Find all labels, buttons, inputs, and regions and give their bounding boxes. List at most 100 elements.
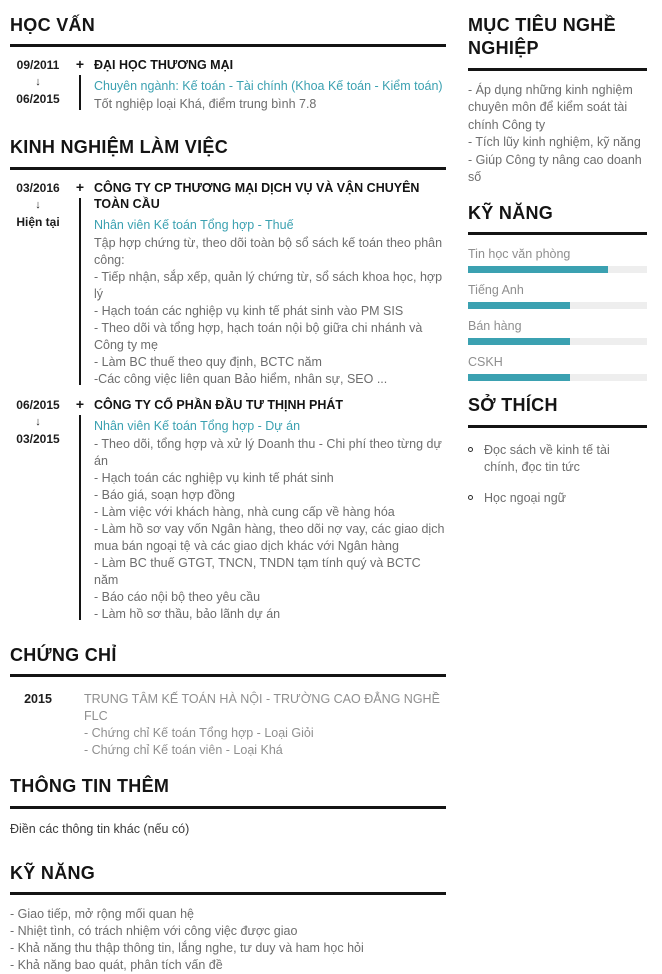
duty-line: - Hạch toán các nghiệp vụ kinh tế phát s…	[94, 470, 334, 485]
skill-bar-track	[468, 374, 647, 382]
skills-section-title: KỸ NĂNG	[468, 202, 647, 236]
circle-bullet-icon	[468, 494, 473, 500]
objective-section-title: MỤC TIÊU NGHỀ NGHIỆP	[468, 14, 647, 71]
skill-bar-fill	[468, 338, 571, 346]
certificate-entry: 2015 TRUNG TÂM KẾ TOÁN HÀ NỘI - TRƯỜNG C…	[10, 691, 446, 759]
education-major: Chuyên ngành: Kế toán - Tài chính (Khoa …	[94, 79, 443, 94]
experience-1-role: Nhân viên Kế toán Tổng hợp - Thuế	[94, 217, 294, 232]
timeline-marker: +	[66, 395, 94, 623]
skill-bar-track	[468, 266, 647, 274]
experience-entry-2: 06/2015 ↓ 03/2015 + CÔNG TY CỔ PHẦN ĐẦU …	[10, 395, 446, 623]
soft-skill-line: - Khả năng thu thập thông tin, lắng nghe…	[10, 940, 364, 955]
certificate-body: TRUNG TÂM KẾ TOÁN HÀ NỘI - TRƯỜNG CAO ĐẲ…	[84, 691, 446, 759]
plus-marker-icon: +	[75, 56, 85, 73]
skill-label: CSKH	[468, 355, 503, 370]
certificate-line: - Chứng chỉ Kế toán viên - Loại Khá	[84, 743, 283, 758]
plus-marker-icon: +	[75, 395, 85, 412]
duty-line: - Làm việc với khách hàng, nhà cung cấp …	[94, 504, 395, 519]
experience-2-company: CÔNG TY CỔ PHẦN ĐẦU TƯ THỊNH PHÁT	[94, 397, 344, 412]
duty-line: - Báo cáo nội bộ theo yêu cầu	[94, 589, 261, 604]
hobby-item: Học ngoại ngữ	[468, 490, 647, 507]
timeline-marker: +	[66, 57, 94, 113]
experience-1-date-end: Hiện tại	[16, 214, 60, 229]
experience-2-duties: - Theo dõi, tổng hợp và xử lý Doanh thu …	[94, 436, 446, 623]
experience-2-dates: 06/2015 ↓ 03/2015	[10, 397, 66, 623]
duty-line: -Các công việc liên quan Bảo hiểm, nhân …	[94, 371, 388, 386]
duty-line: - Hạch toán các nghiệp vụ kinh tế phát s…	[94, 303, 404, 318]
duty-line: - Báo giá, soạn hợp đồng	[94, 487, 235, 502]
soft-skills-list: - Giao tiếp, mở rộng mối quan hệ - Nhiệt …	[10, 906, 446, 974]
education-section-title: HỌC VẤN	[10, 14, 446, 48]
skill-bar-fill	[468, 266, 608, 274]
hobbies-list: Đọc sách về kinh tế tài chính, đọc tin t…	[468, 442, 647, 507]
education-entry: 09/2011 ↓ 06/2015 + ĐẠI HỌC THƯƠNG MẠI C…	[10, 57, 446, 113]
duty-line: Tập hợp chứng từ, theo dõi toàn bộ sổ sá…	[94, 235, 443, 267]
duty-line: - Làm BC thuế theo quy định, BCTC năm	[94, 354, 322, 369]
objective-list: - Áp dụng những kinh nghiệm chuyên môn đ…	[468, 82, 647, 187]
skill-bar-fill	[468, 302, 571, 310]
experience-1-company: CÔNG TY CP THƯƠNG MẠI DỊCH VỤ VÀ VẬN CHU…	[94, 180, 420, 211]
experience-1-content: CÔNG TY CP THƯƠNG MẠI DỊCH VỤ VÀ VẬN CHU…	[94, 180, 446, 388]
additional-info-text: Điền các thông tin khác (nếu có)	[10, 821, 190, 836]
experience-2-date-end: 03/2015	[16, 431, 60, 446]
objective-line: - Tích lũy kinh nghiệm, kỹ năng	[468, 135, 641, 150]
education-lines: Tốt nghiệp loại Khá, điểm trung bình 7.8	[94, 96, 446, 113]
left-column: HỌC VẤN 09/2011 ↓ 06/2015 + ĐẠI HỌC THƯƠ…	[10, 14, 446, 974]
certificate-lines: - Chứng chỉ Kế toán Tổng hợp - Loại Giỏi…	[84, 725, 446, 759]
skill-bar-track	[468, 338, 647, 346]
duty-line: - Làm BC thuế GTGT, TNCN, TNDN tạm tính …	[94, 555, 421, 587]
skill-item: Bán hàng	[468, 318, 647, 346]
soft-skill-line: - Giao tiếp, mở rộng mối quan hệ	[10, 906, 194, 921]
experience-1-date-start: 03/2016	[16, 180, 60, 195]
additional-info-section-title: THÔNG TIN THÊM	[10, 775, 446, 809]
education-date-end: 06/2015	[16, 92, 60, 107]
hobby-text: Đọc sách về kinh tế tài chính, đọc tin t…	[484, 442, 610, 474]
skill-item: CSKH	[468, 354, 647, 382]
timeline-line	[78, 75, 82, 111]
soft-skills-section-title: KỸ NĂNG	[10, 862, 446, 895]
education-line: Tốt nghiệp loại Khá, điểm trung bình 7.8	[94, 97, 317, 112]
certificate-year: 2015	[24, 692, 52, 707]
duty-line: - Tiếp nhận, sắp xếp, quản lý chứng từ, …	[94, 269, 443, 301]
hobby-text: Học ngoại ngữ	[484, 490, 567, 505]
arrow-down-icon: ↓	[35, 198, 41, 211]
timeline-line	[78, 414, 82, 620]
experience-2-role: Nhân viên Kế toán Tổng hợp - Dự án	[94, 418, 301, 433]
skill-label: Tin học văn phòng	[468, 247, 571, 262]
circle-bullet-icon	[468, 446, 473, 452]
education-org: ĐẠI HỌC THƯƠNG MẠI	[94, 58, 234, 73]
education-content: ĐẠI HỌC THƯƠNG MẠI Chuyên ngành: Kế toán…	[94, 57, 446, 113]
plus-marker-icon: +	[75, 178, 85, 195]
duty-line: - Làm hồ sơ thầu, bảo lãnh dự án	[94, 606, 281, 621]
timeline-line	[78, 197, 82, 385]
arrow-down-icon: ↓	[35, 76, 41, 89]
soft-skill-line: - Khả năng bao quát, phân tích vấn đề	[10, 957, 223, 972]
skill-label: Tiếng Anh	[468, 283, 524, 298]
experience-entry-1: 03/2016 ↓ Hiện tại + CÔNG TY CP THƯƠNG M…	[10, 178, 446, 388]
experience-2-date-start: 06/2015	[16, 397, 60, 412]
certificates-section-title: CHỨNG CHỈ	[10, 644, 446, 678]
skill-bar-fill	[468, 374, 571, 382]
skill-item: Tin học văn phòng	[468, 246, 647, 274]
soft-skill-line: - Nhiệt tình, có trách nhiệm với công vi…	[10, 923, 298, 938]
right-column: MỤC TIÊU NGHỀ NGHIỆP - Áp dụng những kin…	[468, 14, 647, 974]
education-date-start: 09/2011	[16, 58, 60, 73]
certificate-org: TRUNG TÂM KẾ TOÁN HÀ NỘI - TRƯỜNG CAO ĐẲ…	[84, 692, 440, 724]
hobbies-section-title: SỞ THÍCH	[468, 394, 647, 428]
skill-label: Bán hàng	[468, 319, 522, 334]
experience-2-content: CÔNG TY CỔ PHẦN ĐẦU TƯ THỊNH PHÁT Nhân v…	[94, 397, 446, 623]
education-dates: 09/2011 ↓ 06/2015	[10, 57, 66, 113]
experience-1-dates: 03/2016 ↓ Hiện tại	[10, 180, 66, 388]
objective-line: - Giúp Công ty nâng cao doanh số	[468, 152, 642, 185]
experience-section-title: KINH NGHIỆM LÀM VIỆC	[10, 136, 446, 170]
certificate-line: - Chứng chỉ Kế toán Tổng hợp - Loại Giỏi	[84, 726, 314, 741]
duty-line: - Làm hồ sơ vay vốn Ngân hàng, theo dõi …	[94, 521, 445, 553]
skill-bar-track	[468, 302, 647, 310]
hobby-item: Đọc sách về kinh tế tài chính, đọc tin t…	[468, 442, 647, 476]
objective-line: - Áp dụng những kinh nghiệm chuyên môn đ…	[468, 82, 633, 132]
arrow-down-icon: ↓	[35, 415, 41, 428]
skill-item: Tiếng Anh	[468, 282, 647, 310]
duty-line: - Theo dõi và tổng hợp, hạch toán nội bộ…	[94, 320, 423, 352]
skills-list: Tin học văn phòng Tiếng Anh Bán hàng	[468, 246, 647, 382]
